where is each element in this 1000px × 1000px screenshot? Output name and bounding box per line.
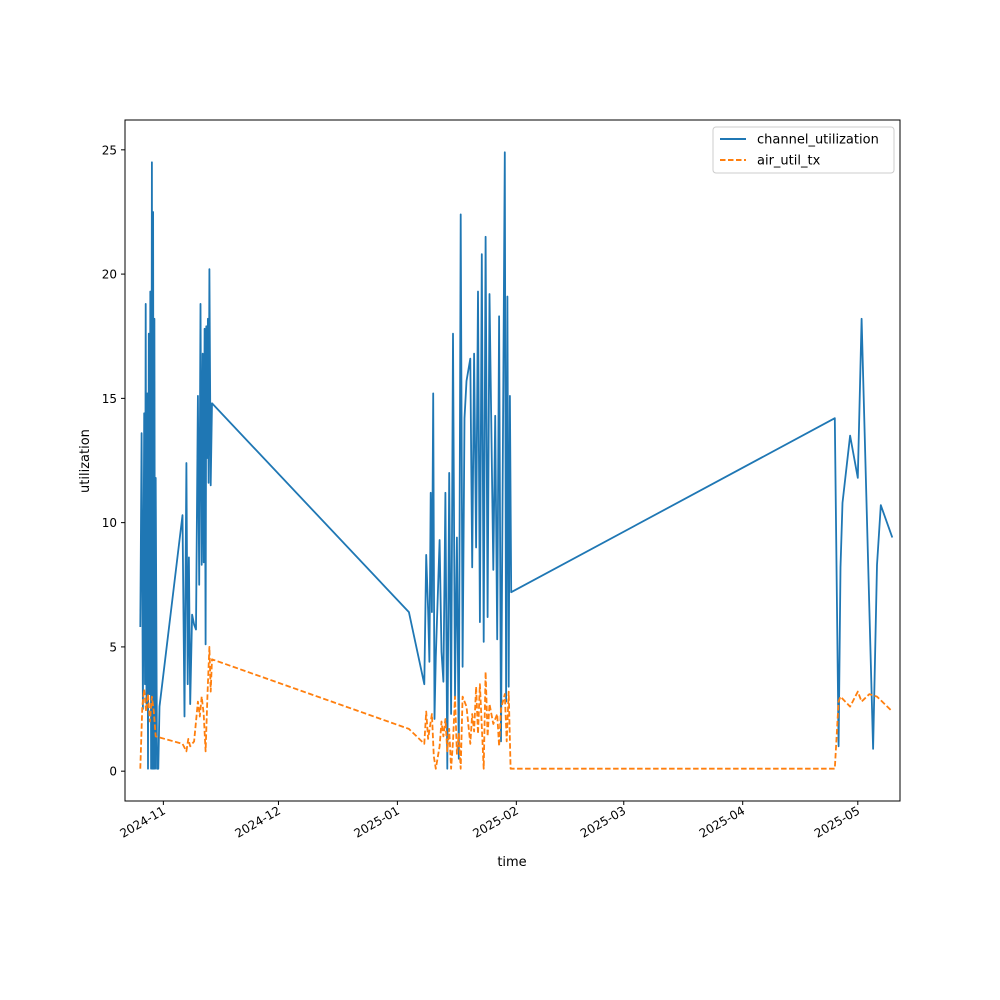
legend-box bbox=[712, 126, 895, 174]
y-axis-label: utilization bbox=[78, 429, 93, 493]
plot-frame bbox=[124, 119, 901, 802]
x-axis-label: time bbox=[497, 855, 526, 870]
series-line-channel-utilization bbox=[139, 151, 894, 770]
legend-label-channel-utilization: channel_utilization bbox=[757, 133, 879, 148]
legend: channel_utilization air_util_tx bbox=[712, 126, 895, 174]
y-tick-label: 10 bbox=[102, 516, 117, 530]
y-tick-label: 5 bbox=[109, 640, 117, 654]
series-line-air-util-tx bbox=[139, 646, 893, 770]
legend-label-air-util-tx: air_util_tx bbox=[757, 154, 821, 169]
y-tick-label: 15 bbox=[102, 392, 117, 406]
y-tick-label: 25 bbox=[102, 143, 117, 157]
plot-area bbox=[124, 119, 901, 802]
y-axis: 0 5 10 15 20 25 bbox=[102, 143, 125, 779]
y-tick-label: 0 bbox=[109, 765, 117, 779]
y-tick-label: 20 bbox=[102, 268, 117, 282]
